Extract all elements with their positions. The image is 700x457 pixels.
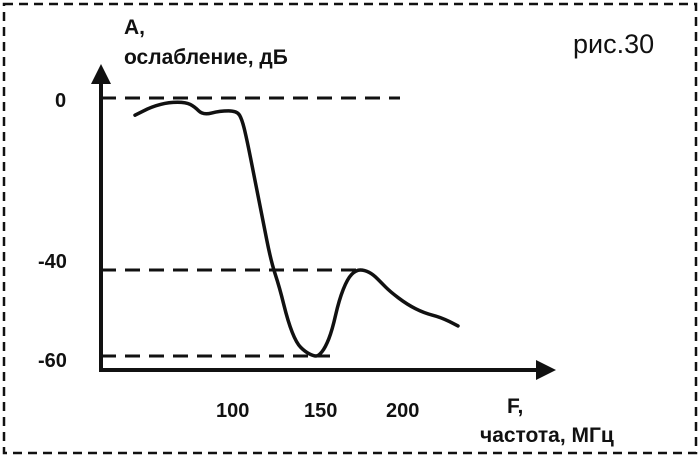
figure-label: рис.30 xyxy=(573,29,654,59)
x-tick-label-200: 200 xyxy=(386,400,419,422)
y-tick-label-0: 0 xyxy=(55,90,66,112)
x-axis-arrow xyxy=(536,360,556,380)
x-tick-label-150: 150 xyxy=(304,400,337,422)
y-axis-symbol: А, xyxy=(124,16,145,39)
attenuation-curve-0 xyxy=(133,100,460,358)
x-axis-symbol: F, xyxy=(507,395,523,418)
y-tick-label-minus60: -60 xyxy=(38,350,67,372)
y-axis-arrow xyxy=(91,64,111,84)
y-axis-title: ослабление, дБ xyxy=(124,46,288,69)
x-tick-label-100: 100 xyxy=(216,400,249,422)
x-axis-title: частота, МГц xyxy=(480,424,614,447)
y-tick-label-minus40: -40 xyxy=(38,251,67,273)
